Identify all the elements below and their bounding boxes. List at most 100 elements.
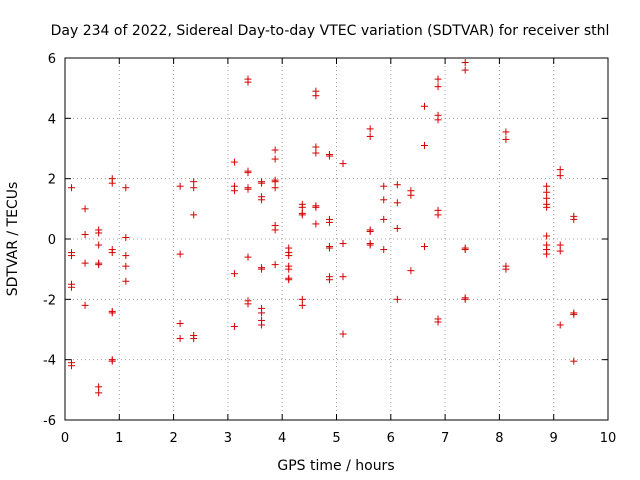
data-point-marker bbox=[407, 267, 415, 275]
data-point-marker bbox=[81, 301, 89, 309]
data-point-marker bbox=[325, 152, 333, 160]
data-point-marker bbox=[380, 182, 388, 190]
data-point-marker bbox=[122, 277, 130, 285]
data-point-marker bbox=[502, 128, 510, 136]
data-point-marker bbox=[176, 182, 184, 190]
y-tick-label: 2 bbox=[48, 173, 56, 188]
data-point-marker bbox=[434, 75, 442, 83]
data-point-marker bbox=[556, 172, 564, 180]
data-point-marker bbox=[434, 211, 442, 219]
plot-frame bbox=[64, 57, 609, 421]
data-point-marker bbox=[543, 250, 551, 258]
x-tick-label: 0 bbox=[61, 431, 69, 446]
data-point-marker bbox=[339, 160, 347, 168]
data-point-marker bbox=[461, 246, 469, 254]
data-point-marker bbox=[68, 184, 76, 192]
data-point-marker bbox=[95, 241, 103, 249]
data-point-marker bbox=[543, 194, 551, 202]
data-point-marker bbox=[285, 252, 293, 260]
x-tick-label: 6 bbox=[387, 431, 395, 446]
y-tick-label: 4 bbox=[48, 112, 56, 127]
data-point-marker bbox=[244, 185, 252, 193]
data-point-marker bbox=[312, 203, 320, 211]
data-point-marker bbox=[366, 241, 374, 249]
data-point-marker bbox=[434, 318, 442, 326]
data-point-marker bbox=[570, 215, 578, 223]
data-point-marker bbox=[556, 247, 564, 255]
data-point-marker bbox=[190, 178, 198, 186]
x-tick-label: 5 bbox=[332, 431, 340, 446]
data-point-marker bbox=[312, 220, 320, 228]
data-point-marker bbox=[258, 265, 266, 273]
data-point-marker bbox=[68, 252, 76, 260]
data-point-marker bbox=[393, 181, 401, 189]
data-point-marker bbox=[434, 83, 442, 91]
x-axis-label: GPS time / hours bbox=[277, 458, 394, 474]
x-tick-label: 7 bbox=[441, 431, 449, 446]
data-point-marker bbox=[271, 155, 279, 163]
y-axis-label: SDTVAR / TECUs bbox=[5, 182, 21, 297]
data-point-marker bbox=[190, 335, 198, 343]
data-point-marker bbox=[258, 179, 266, 187]
data-point-marker bbox=[108, 357, 116, 365]
data-point-marker bbox=[244, 253, 252, 261]
data-point-marker bbox=[461, 295, 469, 303]
data-point-marker bbox=[461, 66, 469, 74]
data-point-marker bbox=[420, 141, 428, 149]
data-point-marker bbox=[339, 273, 347, 281]
data-point-marker bbox=[95, 229, 103, 237]
data-point-marker bbox=[325, 244, 333, 252]
data-point-marker bbox=[380, 196, 388, 204]
chart-title: Day 234 of 2022, Sidereal Day-to-day VTE… bbox=[51, 23, 610, 39]
y-tick-label: 6 bbox=[48, 52, 56, 67]
data-point-marker bbox=[339, 240, 347, 248]
x-tick-label: 4 bbox=[278, 431, 286, 446]
data-point-marker bbox=[81, 205, 89, 213]
data-point-marker bbox=[122, 252, 130, 260]
data-point-marker bbox=[190, 211, 198, 219]
data-point-marker bbox=[176, 250, 184, 258]
data-point-marker bbox=[108, 249, 116, 257]
data-points bbox=[68, 59, 578, 397]
y-tick-label: -4 bbox=[43, 354, 56, 369]
data-point-marker bbox=[543, 232, 551, 240]
x-tick-label: 2 bbox=[169, 431, 177, 446]
x-tick-label: 8 bbox=[495, 431, 503, 446]
data-point-marker bbox=[230, 158, 238, 166]
data-point-marker bbox=[285, 276, 293, 284]
data-point-marker bbox=[81, 230, 89, 238]
data-point-marker bbox=[258, 321, 266, 329]
x-tick-label: 9 bbox=[550, 431, 558, 446]
data-point-marker bbox=[312, 149, 320, 157]
data-point-marker bbox=[244, 300, 252, 308]
data-point-marker bbox=[271, 178, 279, 186]
data-point-marker bbox=[420, 243, 428, 251]
y-tick-label: 0 bbox=[48, 233, 56, 248]
data-point-marker bbox=[325, 218, 333, 226]
data-point-marker bbox=[176, 335, 184, 343]
data-point-marker bbox=[393, 224, 401, 232]
data-point-marker bbox=[108, 309, 116, 317]
data-point-marker bbox=[122, 184, 130, 192]
data-point-marker bbox=[434, 116, 442, 124]
data-point-marker bbox=[339, 330, 347, 338]
data-point-marker bbox=[556, 241, 564, 249]
data-point-marker bbox=[312, 143, 320, 151]
x-tick-label: 10 bbox=[600, 431, 617, 446]
data-point-marker bbox=[556, 166, 564, 174]
y-tick-label: -6 bbox=[43, 414, 56, 429]
data-point-marker bbox=[244, 78, 252, 86]
grid bbox=[65, 58, 608, 420]
data-point-marker bbox=[312, 92, 320, 100]
data-point-marker bbox=[298, 203, 306, 211]
x-tick-label: 3 bbox=[224, 431, 232, 446]
data-point-marker bbox=[271, 184, 279, 192]
data-point-marker bbox=[244, 169, 252, 177]
data-point-marker bbox=[285, 265, 293, 273]
data-point-marker bbox=[271, 261, 279, 269]
data-point-marker bbox=[68, 283, 76, 291]
data-point-marker bbox=[543, 188, 551, 196]
data-point-marker bbox=[543, 203, 551, 211]
data-point-marker bbox=[176, 319, 184, 327]
